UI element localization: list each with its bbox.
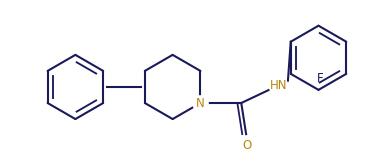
Text: N: N bbox=[196, 97, 205, 110]
Text: HN: HN bbox=[269, 79, 287, 92]
Text: F: F bbox=[317, 72, 324, 85]
Text: O: O bbox=[243, 139, 252, 152]
